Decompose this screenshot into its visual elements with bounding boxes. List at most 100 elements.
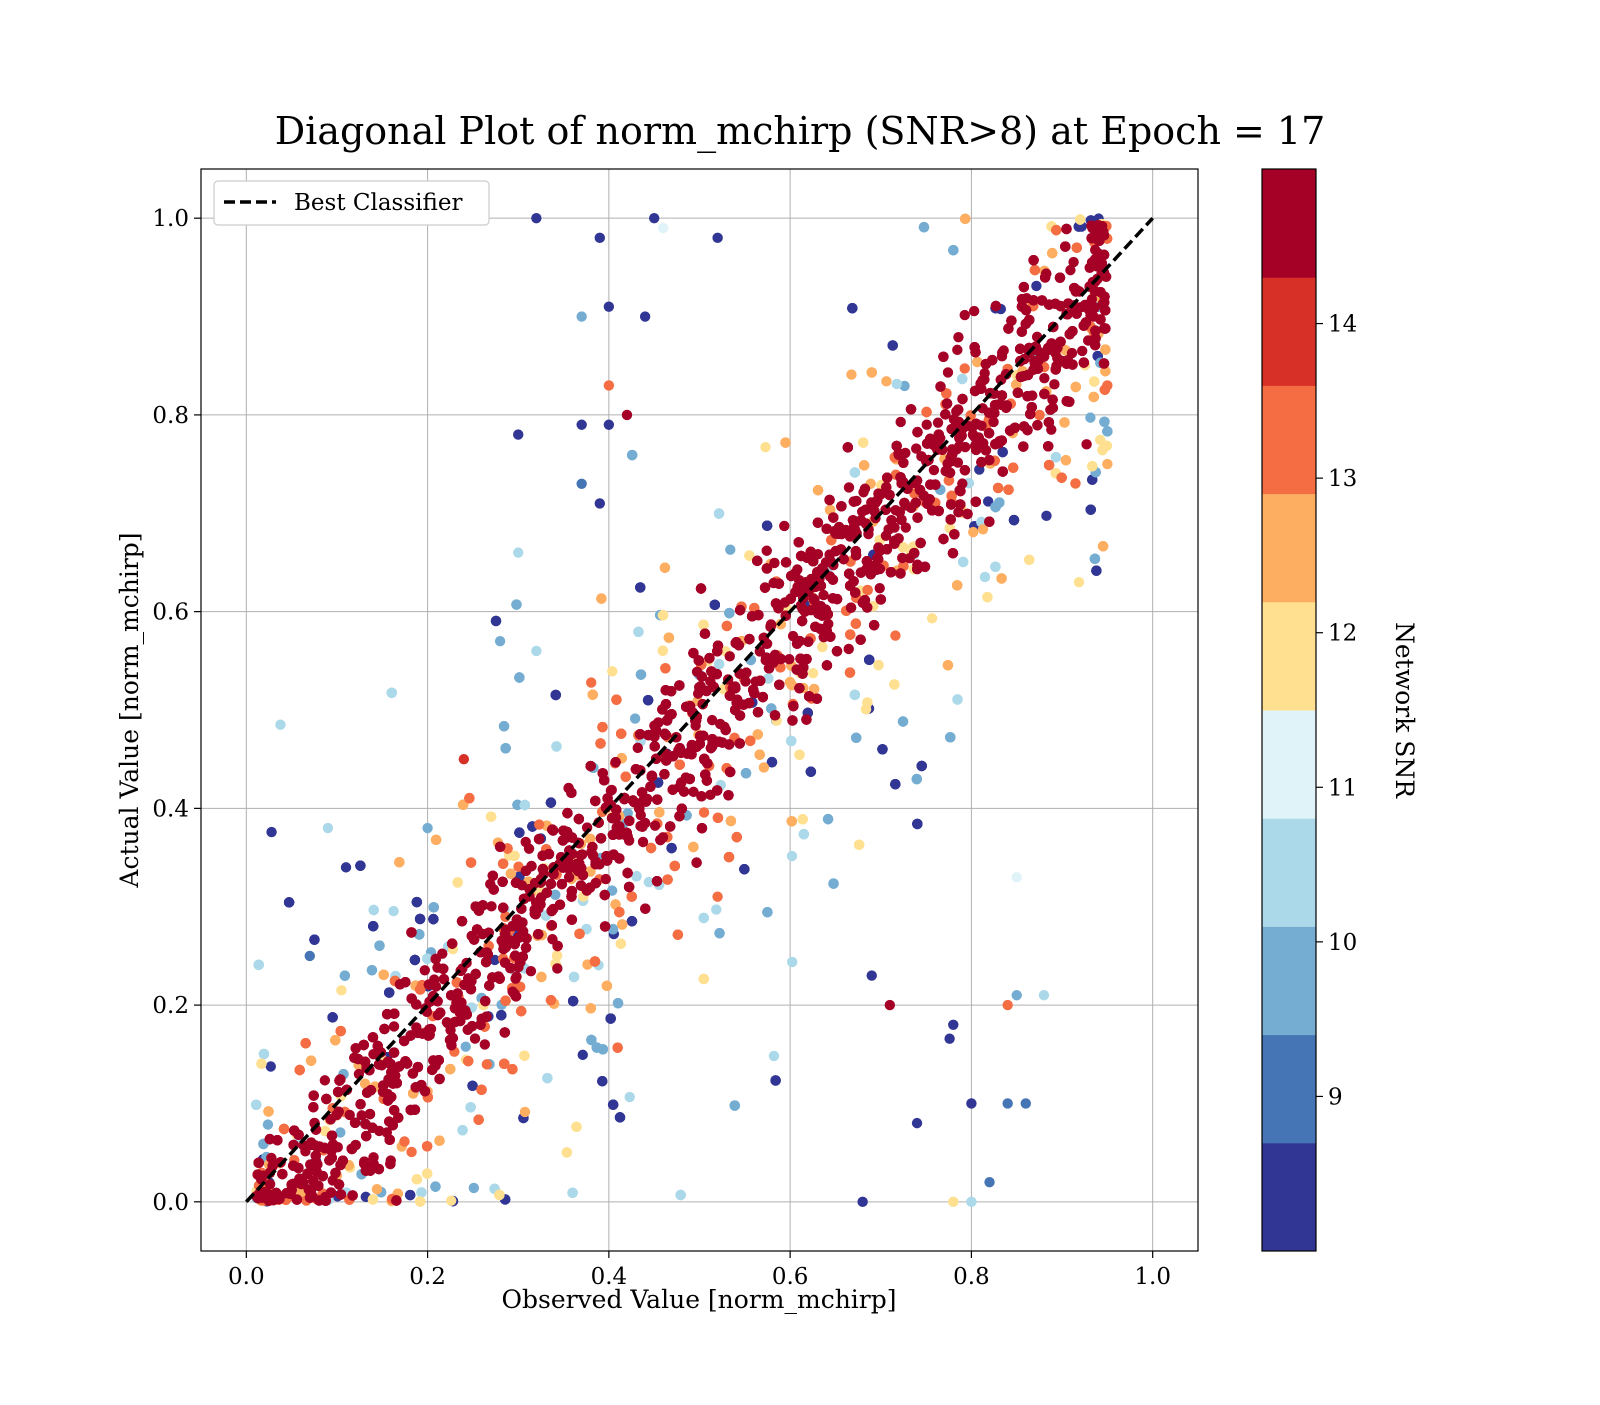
scatter-point xyxy=(1041,269,1051,279)
scatter-point xyxy=(429,902,439,912)
scatter-point xyxy=(542,1073,552,1083)
scatter-point xyxy=(424,979,434,989)
scatter-point xyxy=(470,969,480,979)
scatter-point xyxy=(1061,455,1071,465)
scatter-point xyxy=(420,1086,430,1096)
scatter-point xyxy=(955,486,965,496)
scatter-point xyxy=(933,417,943,427)
scatter-point xyxy=(945,514,955,524)
scatter-point xyxy=(388,906,398,916)
scatter-point xyxy=(786,571,796,581)
scatter-point xyxy=(464,793,474,803)
scatter-point xyxy=(1041,511,1051,521)
scatter-point xyxy=(710,600,720,610)
scatter-point xyxy=(355,861,365,871)
scatter-point xyxy=(948,245,958,255)
scatter-point xyxy=(674,811,684,821)
scatter-point xyxy=(445,1035,455,1045)
scatter-point xyxy=(336,985,346,995)
scatter-point xyxy=(410,955,420,965)
scatter-point xyxy=(946,453,956,463)
scatter-point xyxy=(1064,397,1074,407)
scatter-point xyxy=(1051,364,1061,374)
scatter-point xyxy=(795,653,805,663)
scatter-point xyxy=(607,666,617,676)
scatter-point xyxy=(735,738,745,748)
scatter-point xyxy=(266,1061,276,1071)
scatter-point xyxy=(799,829,809,839)
scatter-point xyxy=(948,548,958,558)
scatter-point xyxy=(940,409,950,419)
scatter-point xyxy=(766,619,776,629)
scatter-point xyxy=(422,1141,432,1151)
scatter-point xyxy=(467,1081,477,1091)
scatter-point xyxy=(1065,329,1075,339)
scatter-point xyxy=(330,1035,340,1045)
scatter-point xyxy=(621,771,631,781)
scatter-point xyxy=(546,995,556,1005)
scatter-point xyxy=(489,884,499,894)
scatter-point xyxy=(922,420,932,430)
scatter-point xyxy=(762,907,772,917)
scatter-point xyxy=(843,442,853,452)
scatter-point xyxy=(251,1100,261,1110)
scatter-point xyxy=(660,563,670,573)
scatter-point xyxy=(1059,417,1069,427)
scatter-point xyxy=(855,635,865,645)
scatter-point xyxy=(394,857,404,867)
scatter-point xyxy=(1087,461,1097,471)
scatter-point xyxy=(643,730,653,740)
scatter-point xyxy=(891,441,901,451)
scatter-point xyxy=(655,835,665,845)
scatter-point xyxy=(650,821,660,831)
scatter-point xyxy=(1075,214,1085,224)
scatter-point xyxy=(832,594,842,604)
scatter-point xyxy=(552,950,562,960)
scatter-point xyxy=(938,534,948,544)
scatter-point xyxy=(754,749,764,759)
scatter-point xyxy=(434,1055,444,1065)
scatter-point xyxy=(714,659,724,669)
scatter-point xyxy=(1100,323,1110,333)
scatter-point xyxy=(969,306,979,316)
scatter-point xyxy=(673,929,683,939)
scatter-point xyxy=(859,460,869,470)
scatter-point xyxy=(595,738,605,748)
scatter-point xyxy=(327,1130,337,1140)
scatter-point xyxy=(611,695,621,705)
scatter-point xyxy=(617,919,627,929)
scatter-point xyxy=(279,1124,289,1134)
scatter-point xyxy=(785,594,795,604)
scatter-point xyxy=(875,583,885,593)
scatter-point xyxy=(546,797,556,807)
scatter-point xyxy=(862,585,872,595)
scatter-point xyxy=(787,816,797,826)
scatter-point xyxy=(406,927,416,937)
scatter-point xyxy=(336,1026,346,1036)
scatter-point xyxy=(650,741,660,751)
scatter-point xyxy=(873,660,883,670)
scatter-point xyxy=(538,864,548,874)
scatter-point xyxy=(386,1092,396,1102)
scatter-point xyxy=(739,864,749,874)
scatter-point xyxy=(898,716,908,726)
scatter-point xyxy=(514,932,524,942)
scatter-point xyxy=(725,651,735,661)
scatter-point xyxy=(551,690,561,700)
scatter-point xyxy=(920,562,930,572)
scatter-point xyxy=(567,886,577,896)
scatter-point xyxy=(724,852,734,862)
scatter-point xyxy=(745,736,755,746)
scatter-point xyxy=(1085,412,1095,422)
scatter-point xyxy=(434,1136,444,1146)
scatter-point xyxy=(1019,282,1029,292)
scatter-point xyxy=(808,668,818,678)
scatter-point xyxy=(696,791,706,801)
scatter-point xyxy=(787,715,797,725)
scatter-point xyxy=(597,1076,607,1086)
scatter-point xyxy=(960,465,970,475)
scatter-point xyxy=(691,857,701,867)
scatter-point xyxy=(372,1184,382,1194)
scatter-point xyxy=(867,367,877,377)
scatter-point xyxy=(353,1054,363,1064)
